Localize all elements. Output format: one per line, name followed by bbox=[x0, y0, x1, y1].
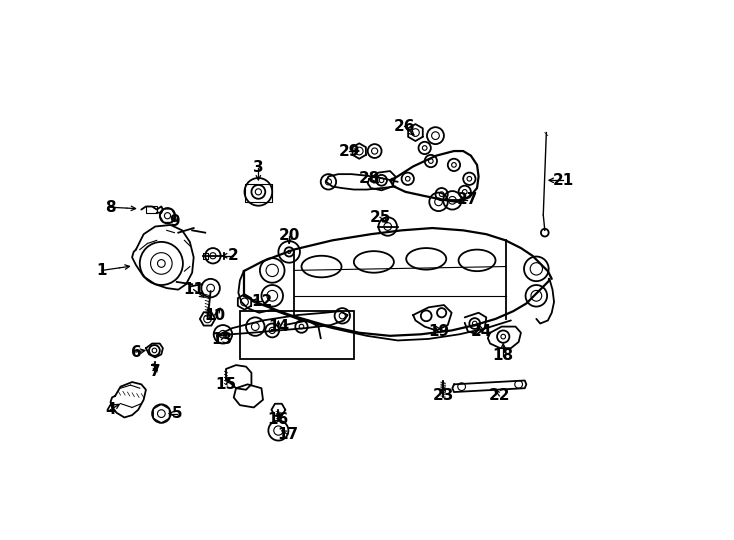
Text: 29: 29 bbox=[338, 144, 360, 159]
Text: 11: 11 bbox=[184, 282, 204, 297]
Text: 22: 22 bbox=[489, 388, 510, 403]
Text: 15: 15 bbox=[216, 377, 236, 392]
Text: 20: 20 bbox=[278, 228, 300, 243]
Text: 2: 2 bbox=[228, 248, 239, 264]
Text: 8: 8 bbox=[105, 200, 116, 215]
Text: 24: 24 bbox=[471, 325, 493, 340]
Text: 7: 7 bbox=[150, 364, 161, 379]
Bar bbox=[146, 206, 157, 213]
Bar bbox=[240, 311, 354, 359]
Text: 19: 19 bbox=[428, 325, 449, 340]
Text: 21: 21 bbox=[553, 173, 574, 188]
Text: 3: 3 bbox=[253, 160, 264, 176]
Text: 14: 14 bbox=[268, 319, 289, 334]
Text: 13: 13 bbox=[211, 332, 232, 347]
Text: 23: 23 bbox=[432, 388, 454, 403]
Text: 4: 4 bbox=[105, 402, 116, 417]
Text: 26: 26 bbox=[394, 119, 415, 134]
Text: 17: 17 bbox=[277, 427, 298, 442]
Text: 9: 9 bbox=[169, 214, 180, 228]
Text: 5: 5 bbox=[172, 406, 182, 421]
Text: 12: 12 bbox=[251, 294, 272, 309]
Text: 18: 18 bbox=[493, 348, 514, 363]
Text: 25: 25 bbox=[369, 210, 390, 225]
Text: 16: 16 bbox=[268, 411, 289, 427]
Text: 1: 1 bbox=[97, 263, 107, 278]
Text: 6: 6 bbox=[131, 345, 142, 360]
Text: 28: 28 bbox=[358, 171, 380, 186]
Text: 10: 10 bbox=[204, 308, 225, 322]
Text: 27: 27 bbox=[457, 192, 478, 207]
